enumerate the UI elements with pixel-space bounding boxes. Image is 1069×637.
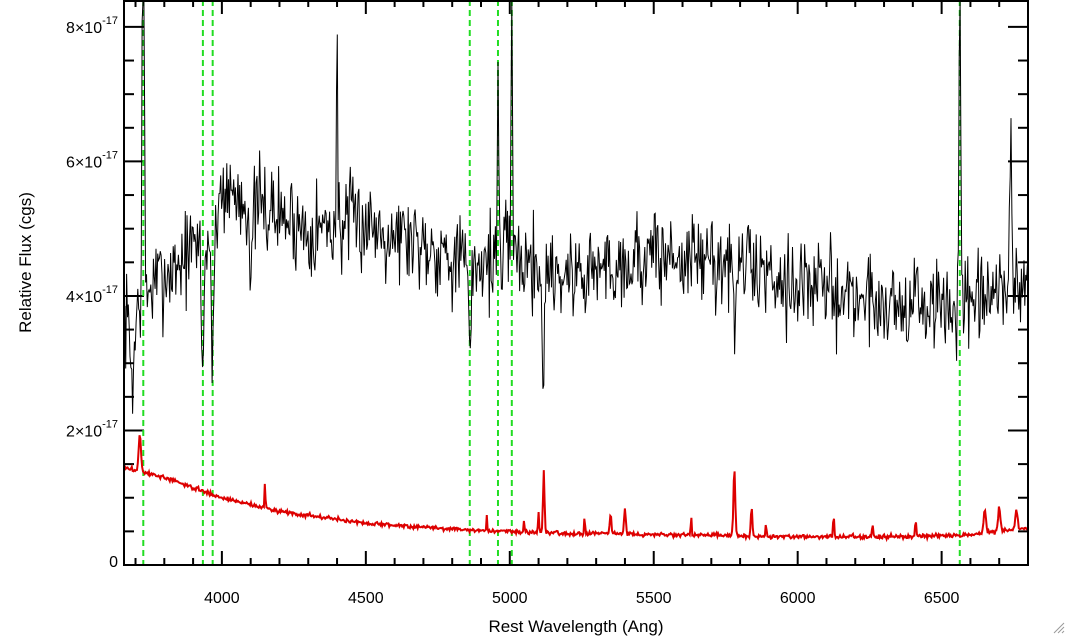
x-tick-label: 4500 xyxy=(348,590,384,607)
x-tick-label: 5500 xyxy=(636,590,672,607)
y-axis-title: Relative Flux (cgs) xyxy=(16,192,35,333)
plot-frame xyxy=(123,0,1029,566)
x-tick-labels: 4000 4500 5000 5500 6000 6500 xyxy=(204,590,959,607)
error-series-line xyxy=(123,435,1028,543)
y-tick-label: 0 xyxy=(109,554,118,571)
y-tick-label: 6×10-17 xyxy=(66,149,118,171)
x-tick-label: 5000 xyxy=(492,590,528,607)
y-tick-label: 2×10-17 xyxy=(66,418,118,440)
x-tick-label: 6500 xyxy=(924,590,960,607)
x-tick-label: 4000 xyxy=(204,590,240,607)
y-tick-labels: 0 2×10-17 4×10-17 6×10-17 8×10-17 xyxy=(66,15,118,571)
resize-grip-icon[interactable] xyxy=(1053,622,1065,634)
x-axis-title: Rest Wavelength (Ang) xyxy=(488,617,663,636)
y-tick-label: 4×10-17 xyxy=(66,284,118,306)
y-tick-label: 8×10-17 xyxy=(66,15,118,37)
spectrum-series-line xyxy=(123,0,1028,414)
series-layer xyxy=(123,0,1028,543)
x-tick-label: 6000 xyxy=(780,590,816,607)
